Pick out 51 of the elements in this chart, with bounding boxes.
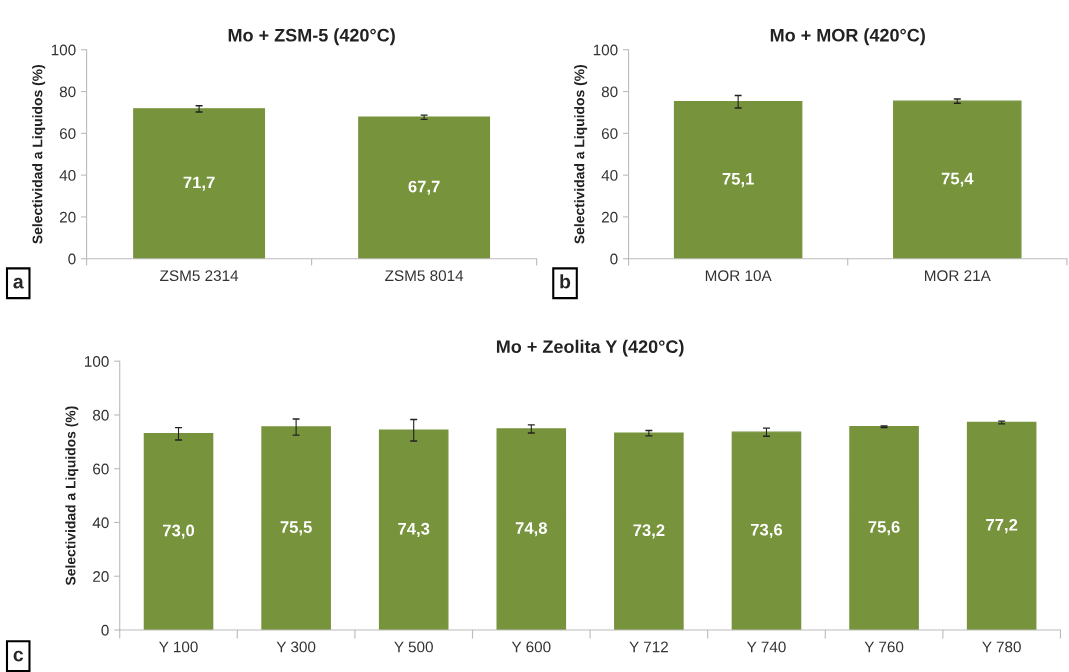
- y-tick-label: 20: [59, 211, 76, 223]
- y-tick-label: 20: [93, 571, 109, 582]
- x-tick-label: Y 100: [159, 641, 198, 653]
- y-tick-label: 40: [59, 169, 76, 181]
- data-label: 73,2: [633, 524, 665, 539]
- chart-title: Mo + MOR (420°C): [770, 28, 925, 46]
- y-axis-title: Selectividad a Liquidos (%): [65, 406, 79, 586]
- x-tick-label: Y 740: [746, 641, 786, 653]
- y-axis-title: Selectividad a Liquidos (%): [574, 65, 588, 244]
- y-axis-title: Selectividad a Liquidos (%): [32, 65, 46, 244]
- y-tick-label: 0: [610, 253, 618, 265]
- data-label: 71,7: [183, 176, 215, 191]
- y-tick-label: 60: [93, 463, 109, 475]
- y-tick-label: 60: [59, 128, 76, 140]
- y-tick-label: 40: [92, 517, 109, 529]
- chart-title: Mo + Zeolita Y (420°C): [496, 339, 684, 357]
- y-tick-label: 80: [92, 409, 109, 421]
- data-label: 75,6: [868, 521, 900, 536]
- data-label: 73,0: [163, 524, 195, 539]
- y-tick-label: 60: [601, 128, 618, 140]
- x-tick-label: Y 500: [394, 641, 433, 653]
- data-label: 75,4: [941, 172, 974, 187]
- y-tick-label: 100: [593, 44, 618, 56]
- data-label: 75,5: [280, 521, 312, 536]
- x-tick-label: Y 780: [982, 641, 1021, 653]
- text: b: [560, 274, 571, 289]
- y-tick-label: 100: [84, 356, 109, 367]
- x-tick-label: MOR 10A: [705, 270, 772, 282]
- y-tick-label: 0: [101, 624, 109, 636]
- y-tick-label: 0: [68, 253, 76, 265]
- x-tick-label: Y 600: [511, 641, 551, 653]
- x-tick-label: Y 760: [864, 641, 904, 653]
- text: a: [13, 277, 24, 289]
- y-tick-label: 80: [601, 86, 618, 98]
- chart-title: Mo + ZSM-5 (420°C): [228, 28, 395, 46]
- x-tick-label: Y 300: [276, 641, 316, 653]
- data-label: 75,1: [722, 173, 754, 188]
- x-tick-label: ZSM5 2314: [160, 270, 239, 282]
- data-label: 77,2: [986, 518, 1018, 534]
- y-tick-label: 100: [51, 44, 76, 56]
- y-tick-label: 80: [59, 86, 76, 98]
- data-label: 74,3: [398, 522, 430, 538]
- y-tick-label: 20: [601, 211, 618, 223]
- y-tick-label: 40: [601, 169, 618, 181]
- data-label: 73,6: [750, 523, 783, 538]
- data-label: 74,8: [515, 522, 547, 537]
- data-label: 67,7: [408, 180, 440, 195]
- x-tick-label: Y 712: [629, 641, 668, 653]
- x-tick-label: ZSM5 8014: [385, 270, 464, 282]
- x-tick-label: MOR 21A: [925, 270, 991, 282]
- text: c: [13, 650, 24, 662]
